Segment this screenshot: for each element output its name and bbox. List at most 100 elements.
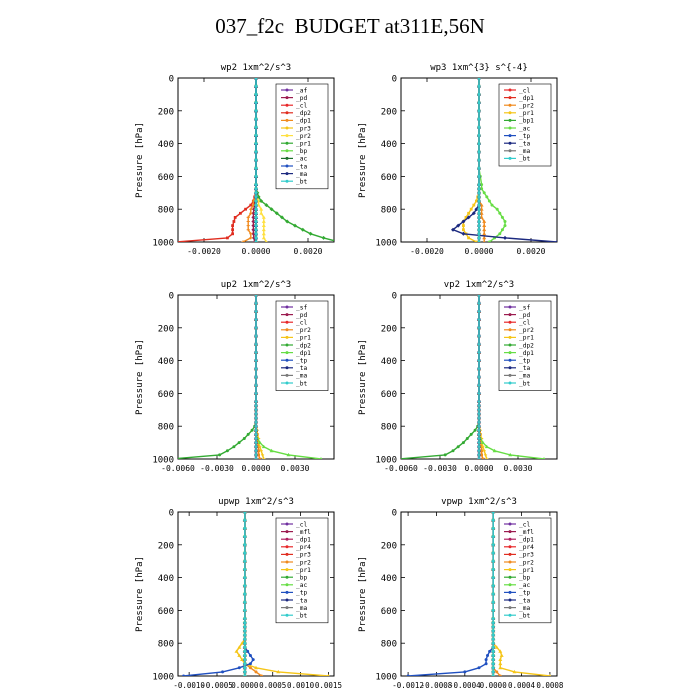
legend-marker	[508, 343, 512, 347]
legend-entry: _ta	[519, 597, 530, 604]
data-point	[477, 101, 481, 105]
data-point	[477, 166, 481, 170]
legend-marker	[508, 111, 512, 115]
legend-marker	[508, 351, 512, 355]
data-point	[482, 231, 487, 236]
x-tick-label: 0.0020	[517, 247, 546, 256]
data-point	[231, 232, 234, 236]
legend-marker	[508, 583, 512, 587]
legend-marker	[508, 335, 512, 339]
data-point	[254, 428, 258, 432]
data-point	[256, 203, 261, 207]
data-point	[254, 215, 258, 220]
legend-entry: _pr4	[519, 544, 534, 551]
data-point	[477, 309, 481, 313]
data-point	[491, 633, 496, 637]
panel-title: wp3 1xm^{3} s^{-4}	[430, 63, 528, 73]
data-point	[491, 608, 496, 613]
series-group	[401, 295, 546, 459]
panel-4: vp2 1xm^2/s^3 0 200 400 600 800 1000 Pressure […	[358, 280, 558, 473]
data-point	[251, 658, 255, 662]
data-point	[239, 211, 242, 215]
data-point	[254, 449, 258, 453]
data-point	[319, 457, 323, 459]
data-point	[482, 191, 486, 195]
data-point	[477, 441, 481, 445]
data-point	[481, 457, 485, 459]
data-point	[498, 665, 503, 670]
data-point	[218, 453, 222, 457]
data-point	[254, 457, 258, 459]
legend-entry: _ta	[296, 597, 307, 604]
data-point	[477, 191, 481, 195]
data-point	[254, 182, 258, 187]
data-point	[482, 235, 487, 240]
data-point	[491, 645, 496, 650]
data-point	[491, 567, 496, 572]
legend-entry: _dp1	[296, 118, 311, 125]
data-point	[242, 526, 247, 531]
series-bt	[491, 512, 496, 676]
y-tick-label: 400	[158, 357, 174, 367]
data-point	[503, 235, 507, 240]
legend-marker	[508, 598, 512, 602]
data-point	[237, 666, 241, 670]
legend-marker	[508, 606, 512, 610]
data-point	[491, 592, 496, 596]
data-point	[499, 653, 504, 657]
data-point	[261, 231, 266, 236]
series-bt	[477, 295, 481, 459]
data-point	[259, 211, 264, 215]
legend: _sf_pd_cl_pr2_pr1_dp2_dp1_tp_ta_ma_bt	[498, 300, 552, 391]
legend-marker	[508, 590, 512, 594]
panel-title: vpwp 1xm^2/s^3	[441, 497, 517, 507]
legend-entry: _ac	[296, 582, 307, 589]
data-point	[481, 445, 485, 449]
y-tick-label: 0	[169, 75, 174, 85]
data-point	[254, 203, 258, 208]
data-point	[249, 207, 253, 211]
legend-marker	[285, 351, 289, 355]
legend-marker	[285, 320, 289, 324]
data-point	[477, 211, 481, 215]
legend-marker	[285, 545, 289, 549]
y-tick-label: 1000	[375, 673, 397, 683]
data-point	[477, 240, 481, 242]
data-point	[477, 117, 481, 121]
data-point	[254, 207, 258, 212]
plot-frame	[177, 511, 335, 677]
legend-marker	[285, 172, 289, 176]
data-point	[257, 453, 260, 457]
legend-entry: _cl	[519, 320, 530, 327]
data-point	[254, 445, 258, 449]
legend-entry: _pr3	[519, 552, 534, 559]
data-point	[254, 424, 258, 428]
legend-marker	[285, 305, 289, 309]
data-point	[264, 203, 269, 208]
legend-entry: _pr2	[296, 559, 311, 566]
legend-entry: _bt	[296, 179, 307, 186]
data-point	[237, 645, 242, 649]
data-point	[242, 657, 247, 662]
legend-entry: _bp	[296, 575, 307, 582]
data-point	[500, 215, 504, 219]
data-point	[308, 231, 313, 236]
data-point	[246, 228, 250, 232]
data-point	[286, 452, 291, 457]
series-line	[183, 512, 255, 676]
data-point	[491, 661, 496, 666]
data-point	[242, 551, 247, 555]
data-point	[254, 231, 258, 236]
data-point	[503, 220, 507, 223]
data-point	[491, 534, 496, 539]
data-point	[254, 219, 258, 224]
data-point	[480, 183, 484, 187]
data-point	[260, 453, 265, 457]
series-group	[178, 295, 323, 459]
series-group	[406, 512, 552, 676]
data-point	[477, 207, 481, 211]
y-tick-label: 0	[169, 292, 174, 302]
data-point	[254, 453, 258, 457]
legend-marker	[285, 313, 289, 317]
